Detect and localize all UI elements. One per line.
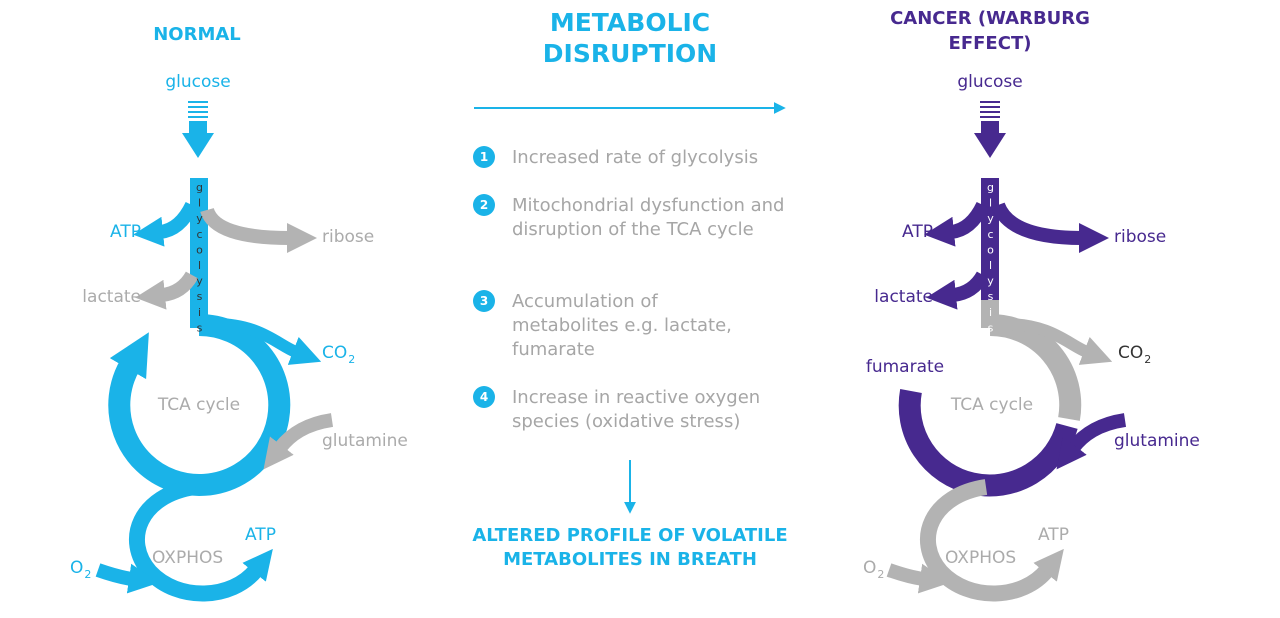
step: 1 Increased rate of glycolysis bbox=[473, 146, 803, 170]
atp-arrow bbox=[133, 201, 199, 247]
step-number: 2 bbox=[473, 194, 495, 216]
co2-text: CO bbox=[1118, 343, 1144, 363]
ribose-label: ribose bbox=[322, 227, 375, 247]
ribose-arrow bbox=[200, 207, 317, 253]
panel-title: NORMAL bbox=[153, 24, 241, 45]
cancer-pathway bbox=[886, 101, 1127, 602]
step: 2 Mitochondrial dysfunction and disruptio… bbox=[473, 194, 803, 242]
middle-arrows bbox=[474, 102, 786, 514]
co2-text: CO bbox=[322, 343, 348, 363]
co2-sub: 2 bbox=[348, 353, 356, 366]
step: 3 Accumulation of metabolites e.g. lactat… bbox=[473, 290, 803, 362]
o2-arrow bbox=[95, 563, 159, 594]
glucose-label: glucose bbox=[165, 72, 231, 92]
ribose-label: ribose bbox=[1114, 227, 1167, 247]
atp-label: ATP bbox=[902, 222, 933, 242]
co2-sub: 2 bbox=[1144, 353, 1152, 366]
o2-sub: 2 bbox=[877, 568, 885, 581]
tca-cycle bbox=[108, 313, 291, 496]
step: 4 Increase in reactive oxygen species (ox… bbox=[473, 386, 803, 434]
co2-arrow bbox=[214, 318, 322, 365]
step-number: 4 bbox=[473, 386, 495, 408]
lactate-arrow bbox=[926, 271, 990, 310]
o2-arrow bbox=[886, 563, 950, 594]
step-text: Mitochondrial dysfunction and disruption… bbox=[512, 195, 785, 240]
co2-label: CO2 bbox=[322, 342, 355, 366]
glutamine-arrow bbox=[263, 413, 334, 470]
glutamine-arrow bbox=[1056, 413, 1127, 470]
oxphos-loop bbox=[919, 479, 1064, 602]
oxphos-atp-label: ATP bbox=[1038, 525, 1069, 545]
o2-sub: 2 bbox=[84, 568, 92, 581]
lactate-label: lactate bbox=[82, 287, 141, 307]
step-number: 1 bbox=[473, 146, 495, 168]
normal-pathway bbox=[95, 101, 334, 602]
glutamine-label: glutamine bbox=[322, 431, 408, 451]
atp-label: ATP bbox=[110, 222, 141, 242]
step-text: Accumulation of metabolites e.g. lactate… bbox=[512, 291, 732, 360]
oxphos-loop bbox=[128, 479, 273, 602]
step-text: Increased rate of glycolysis bbox=[512, 147, 759, 168]
atp-arrow bbox=[924, 201, 990, 247]
lactate-label: lactate bbox=[874, 287, 933, 307]
outcome: ALTERED PROFILE OF VOLATILE METABOLITES … bbox=[472, 525, 788, 570]
o2-label: O2 bbox=[863, 557, 884, 581]
o2-text: O bbox=[863, 558, 877, 578]
tca-label: TCA cycle bbox=[950, 395, 1034, 415]
oxphos-atp-label: ATP bbox=[245, 525, 276, 545]
o2-label: O2 bbox=[70, 557, 91, 581]
glycolysis-label: glycolysis bbox=[193, 181, 206, 337]
step-number: 3 bbox=[473, 290, 495, 312]
step-text: Increase in reactive oxygen species (oxi… bbox=[512, 387, 761, 432]
glucose-arrow bbox=[182, 101, 214, 158]
glutamine-label: glutamine bbox=[1114, 431, 1200, 451]
glycolysis-label: glycolysis bbox=[984, 181, 997, 337]
tca-label: TCA cycle bbox=[157, 395, 241, 415]
fumarate-label: fumarate bbox=[865, 357, 945, 377]
glucose-label: glucose bbox=[957, 72, 1023, 92]
co2-arrow bbox=[1005, 318, 1113, 365]
lactate-arrow bbox=[135, 271, 199, 310]
panel-title: CANCER (WARBURG EFFECT) bbox=[890, 8, 1090, 54]
oxphos-label: OXPHOS bbox=[152, 548, 224, 568]
glucose-arrow bbox=[974, 101, 1006, 158]
middle-title: METABOLIC DISRUPTION bbox=[542, 8, 718, 68]
o2-text: O bbox=[70, 558, 84, 578]
oxphos-label: OXPHOS bbox=[945, 548, 1017, 568]
co2-label: CO2 bbox=[1118, 342, 1151, 366]
ribose-arrow bbox=[991, 202, 1109, 253]
